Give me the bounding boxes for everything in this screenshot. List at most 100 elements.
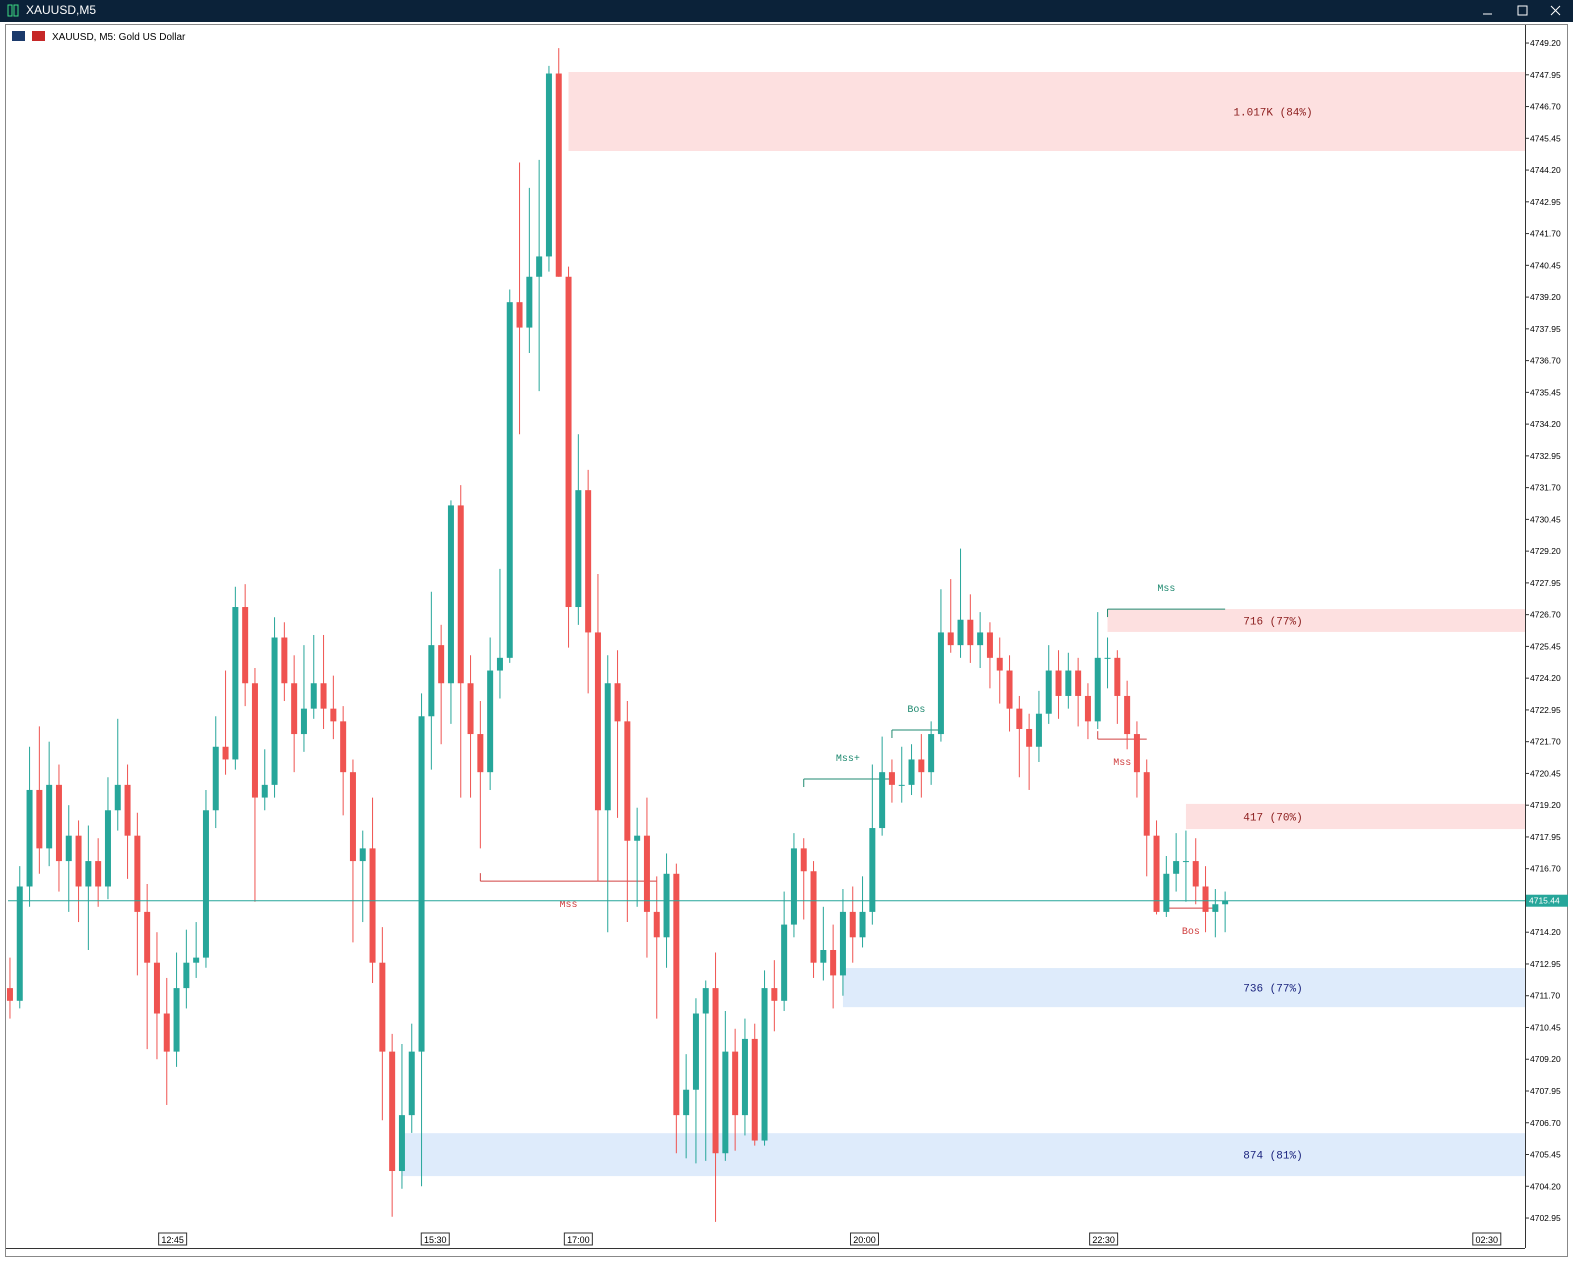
candle-body: [634, 835, 641, 841]
y-tick-label: 4730.45: [1530, 514, 1561, 524]
structure-label: Mss: [560, 900, 578, 911]
chart-title: XAUUSD, M5: Gold US Dollar: [52, 32, 186, 43]
candle-body: [1153, 835, 1160, 912]
candle-body: [153, 962, 160, 1014]
app-icon: [13, 4, 19, 17]
candle-body: [732, 1051, 739, 1116]
candle-body: [712, 988, 719, 1154]
x-tick-box: [849, 1232, 879, 1246]
zone-label: 716 (77%): [1243, 616, 1302, 628]
candle-body: [1143, 772, 1150, 836]
candle-body: [114, 784, 121, 811]
candle-body: [790, 848, 797, 925]
y-tick-label: 4710.45: [1530, 1022, 1561, 1032]
candle-body: [888, 772, 895, 785]
candle-body: [565, 276, 572, 608]
candle-body: [65, 835, 72, 862]
candle-body: [1104, 657, 1111, 659]
y-tick-label: 4729.20: [1530, 546, 1561, 556]
candle-body: [643, 835, 650, 912]
candle-body: [1192, 861, 1199, 887]
candle-body: [663, 873, 670, 938]
candle-body: [918, 759, 925, 773]
candle-body: [222, 746, 229, 760]
candle-body: [947, 632, 954, 646]
candle-body: [477, 734, 484, 773]
candle-body: [6, 988, 13, 1001]
supply-demand-zone: [1185, 803, 1525, 830]
zone-label: 417 (70%): [1243, 812, 1302, 824]
y-tick-label: 4709.20: [1530, 1054, 1561, 1064]
title-bar: [0, 0, 1573, 22]
candle-body: [183, 962, 190, 989]
x-tick-box: [563, 1232, 593, 1246]
candle-body: [781, 924, 788, 1001]
maximize-button[interactable]: [1517, 5, 1528, 16]
candle-body: [1114, 657, 1121, 696]
candle-body: [251, 683, 258, 798]
candle-body: [389, 1051, 396, 1172]
candle-body: [438, 645, 445, 684]
candle-body: [1212, 904, 1219, 912]
y-tick-label: 4707.95: [1530, 1086, 1561, 1096]
candle-body: [447, 505, 454, 684]
candle-body: [624, 721, 631, 841]
candle-body: [673, 873, 680, 1116]
candle-body: [996, 657, 1003, 671]
candle-body: [1222, 900, 1229, 905]
candle-body: [683, 1089, 690, 1116]
candle-body: [741, 1038, 748, 1116]
candle-body: [261, 784, 268, 798]
structure-label: Mss: [1113, 758, 1131, 769]
candle-body: [898, 784, 905, 786]
y-tick-label: 4742.95: [1530, 197, 1561, 207]
candle-body: [291, 683, 298, 735]
y-tick-label: 4732.95: [1530, 451, 1561, 461]
candle-body: [95, 861, 102, 887]
candle-body: [349, 772, 356, 862]
supply-demand-zone: [401, 1133, 1526, 1177]
candle-body: [751, 1038, 758, 1141]
candle-body: [859, 911, 866, 938]
y-tick-label: 4722.95: [1530, 705, 1561, 715]
app-icon: [7, 4, 13, 17]
candle-body: [1202, 886, 1209, 912]
candle-body: [1094, 657, 1101, 722]
candle-body: [408, 1051, 415, 1116]
y-tick-label: 4739.20: [1530, 292, 1561, 302]
structure-label: Bos: [907, 705, 925, 716]
candle-body: [16, 886, 23, 1001]
y-tick-label: 4727.95: [1530, 578, 1561, 588]
y-tick-label: 4712.95: [1530, 959, 1561, 969]
y-tick-label: 4704.20: [1530, 1181, 1561, 1191]
y-tick-label: 4724.20: [1530, 673, 1561, 683]
close-button[interactable]: [1550, 5, 1561, 16]
candle-body: [55, 784, 62, 862]
candle-body: [702, 988, 709, 1014]
candle-body: [144, 911, 151, 963]
candle-body: [330, 708, 337, 722]
y-tick-label: 4740.45: [1530, 260, 1561, 270]
candle-body: [457, 505, 464, 684]
y-tick-label: 4717.95: [1530, 832, 1561, 842]
y-tick-label: 4702.95: [1530, 1213, 1561, 1223]
candle-body: [820, 949, 827, 963]
candle-body: [46, 784, 53, 849]
y-tick-label: 4737.95: [1530, 324, 1561, 334]
candle-body: [36, 789, 43, 849]
plot: 1.017K (84%) 716 (77%) 417 (70%) 736 (77%) 8…: [6, 38, 1568, 1246]
candle-body: [849, 911, 856, 938]
x-tick-label: 20:00: [853, 1235, 876, 1245]
y-tick-label: 4744.20: [1530, 165, 1561, 175]
candle-body: [830, 949, 837, 976]
candle-body: [575, 490, 582, 608]
candle-body: [536, 256, 543, 277]
symbol-flag: [12, 31, 25, 41]
candle-body: [526, 276, 533, 328]
y-tick-label: 4736.70: [1530, 356, 1561, 366]
candle-body: [173, 988, 180, 1052]
candle-body: [604, 683, 611, 811]
candle-body: [1124, 695, 1131, 735]
candle-body: [928, 734, 935, 773]
y-tick-label: 4706.70: [1530, 1118, 1561, 1128]
